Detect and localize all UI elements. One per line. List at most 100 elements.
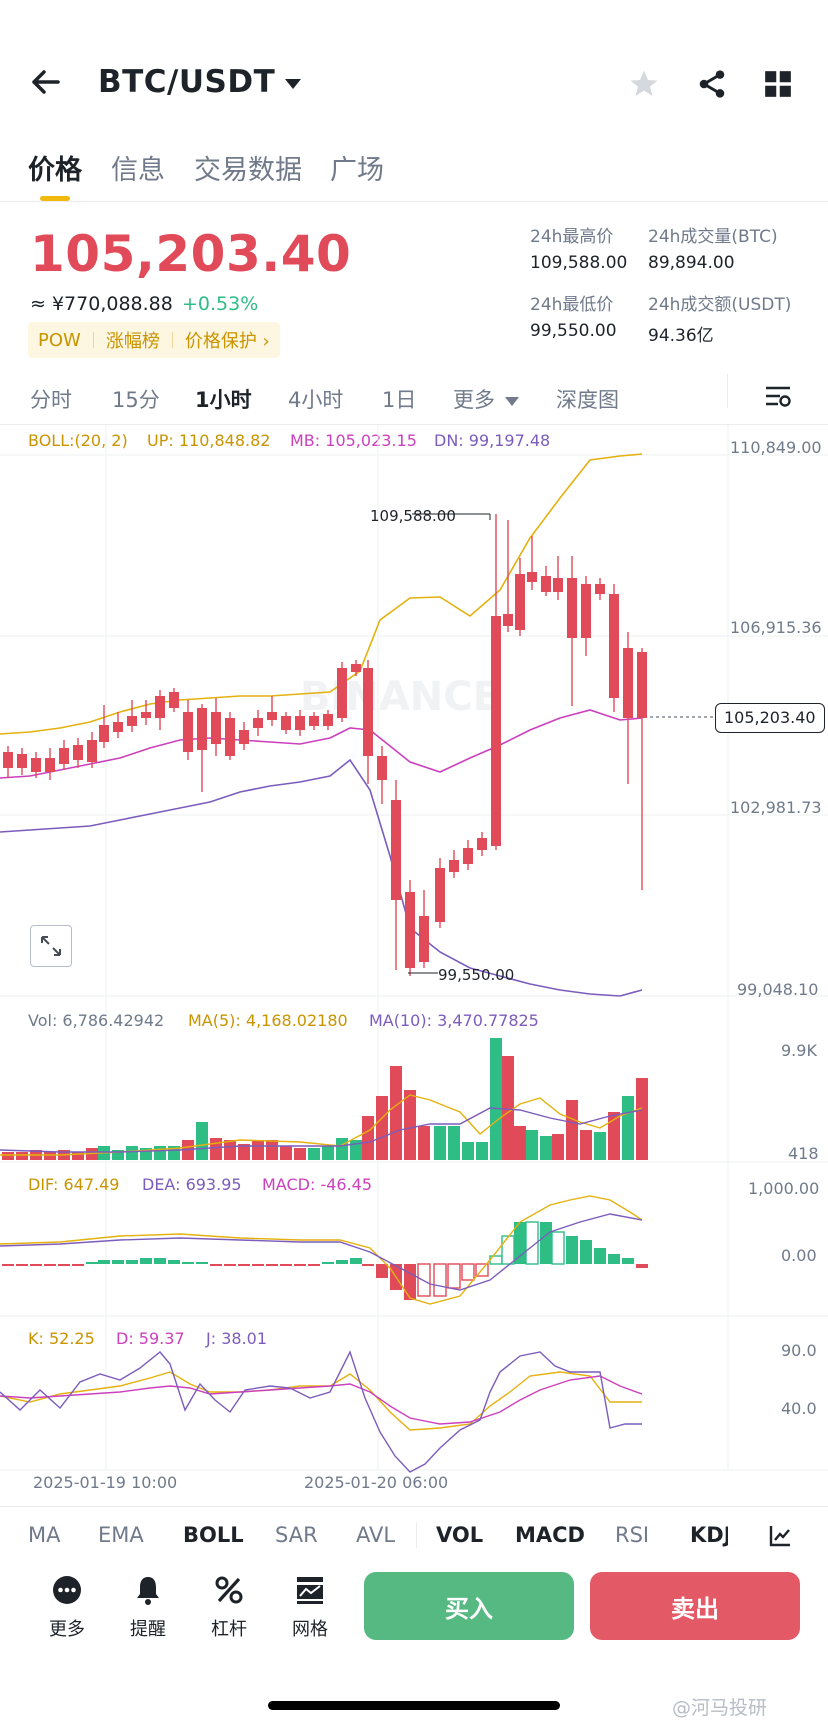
macd-bar [433,1263,447,1297]
interval-depth[interactable]: 深度图 [556,388,619,412]
interval-1h[interactable]: 1小时 [195,388,252,412]
macd-bar [501,1235,515,1265]
more-dots-icon [53,1576,81,1604]
pair-title[interactable]: BTC/USDT [98,64,276,100]
expand-chart-icon[interactable] [30,925,72,967]
nav-more[interactable]: 更多 [32,1575,102,1641]
interval-4h[interactable]: 4小时 [288,388,344,412]
nav-alert[interactable]: 提醒 [113,1575,183,1641]
candle-body [295,716,305,730]
low-value: 99,550.00 [530,321,617,341]
buy-button[interactable]: 买入 [364,1572,574,1640]
kdj-k-line [0,1371,642,1431]
high-value: 109,588.00 [530,253,628,273]
volume-bar [72,1152,84,1160]
indicator-settings-icon[interactable] [768,1524,792,1552]
boll-middle-line [0,709,643,779]
macd-bar [540,1222,552,1264]
volume-bar [390,1066,402,1160]
nav-alert-label: 提醒 [130,1619,166,1640]
interval-more-caret-icon[interactable] [505,392,519,411]
tab-trade-data[interactable]: 交易数据 [194,155,302,186]
ind-tab-ma[interactable]: MA [28,1523,61,1547]
volume-bar [112,1150,124,1160]
macd-bar [525,1221,539,1265]
low-label: 24h最低价 [530,295,614,315]
interval-15m[interactable]: 15分 [112,388,160,412]
candle-body [567,578,577,638]
candle-body [267,712,277,720]
volume-bar [404,1090,416,1160]
volume-bar [448,1126,460,1160]
ind-tab-ema[interactable]: EMA [98,1523,144,1547]
tab-square[interactable]: 广场 [330,155,384,186]
interval-timeline[interactable]: 分时 [30,388,72,412]
candle-body [623,648,633,718]
volume-bar [224,1140,236,1160]
ind-tab-avl[interactable]: AVL [356,1523,396,1547]
nav-grid[interactable]: 网格 [275,1575,345,1641]
high-label: 24h最高价 [530,227,614,247]
macd-bar [608,1254,620,1264]
vol-ma5-line [0,1094,643,1156]
candle-body [337,668,347,718]
interval-1d[interactable]: 1日 [382,388,417,412]
ind-tab-kdj[interactable]: KDJ [690,1523,728,1547]
grid-trading-icon [297,1577,323,1604]
candle-body [435,868,445,922]
macd-bar [294,1264,306,1266]
candle-body [73,745,83,760]
nav-grid-label: 网格 [292,1619,328,1640]
tabs-divider [0,201,828,202]
vol-btc-value: 89,894.00 [648,253,735,273]
tag-separator [171,332,173,348]
ind-tab-vol[interactable]: VOL [436,1523,484,1547]
volume-bar [490,1038,502,1160]
macd-bar [308,1264,320,1266]
ind-tab-macd[interactable]: MACD [515,1523,585,1547]
ind-tab-rsi[interactable]: RSI [615,1523,650,1547]
candle-body [405,892,415,968]
volume-bar [418,1126,430,1160]
grid-menu-icon[interactable] [764,70,792,102]
volume-bar [362,1116,374,1160]
ind-tab-boll[interactable]: BOLL [183,1523,244,1547]
y-tick-3: 102,981.73 [730,798,822,817]
candle-body [581,584,591,638]
tag-price-protection[interactable]: 价格保护 › [184,331,270,352]
candle-body [463,848,473,864]
tag-pow[interactable]: POW [38,329,81,351]
macd-bar [362,1264,374,1266]
volume-bar [622,1096,634,1160]
footer-watermark: @河马投研 [672,1697,768,1719]
macd-bar [168,1260,180,1264]
sell-button[interactable]: 卖出 [590,1572,800,1640]
kdj-tick-40: 40.0 [781,1399,817,1418]
favorite-star-icon[interactable] [628,68,660,104]
candle-body [45,758,55,772]
candle-body [87,740,97,762]
candle-body [637,652,647,718]
kdj-d-line [0,1375,643,1425]
candle-body [477,838,487,850]
tab-info[interactable]: 信息 [111,155,165,186]
macd-bar [404,1264,416,1300]
macd-bar [336,1260,348,1264]
candle-body [491,616,501,846]
macd-bar [16,1264,28,1266]
tab-price[interactable]: 价格 [28,155,82,186]
ind-tab-sar[interactable]: SAR [275,1523,318,1547]
pair-dropdown-icon[interactable] [285,76,301,95]
current-price-tag: 105,203.40 [715,703,825,733]
tag-gainers[interactable]: 涨幅榜 [105,331,160,352]
volume-bar [16,1152,28,1160]
nav-leverage[interactable]: 杠杆 [194,1575,264,1641]
macd-bar [154,1258,166,1264]
candlestick-chart[interactable]: BINANCE 109,588.00 99,550.00 [0,425,828,1520]
share-icon[interactable] [696,68,728,104]
back-arrow-icon[interactable] [28,64,64,100]
nav-leverage-label: 杠杆 [211,1619,247,1640]
chart-settings-icon[interactable] [764,384,792,414]
interval-more[interactable]: 更多 [453,388,495,412]
candle-body [309,716,319,726]
